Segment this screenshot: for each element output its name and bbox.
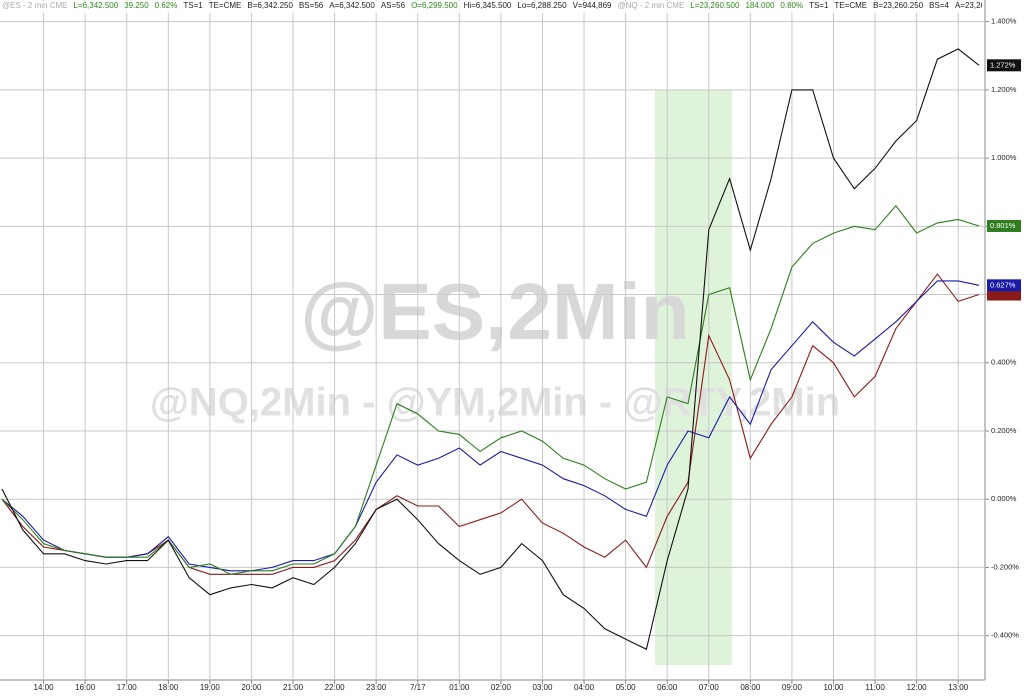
y-tick-label: 1.400%	[991, 17, 1017, 26]
x-tick-label: 07:00	[699, 683, 720, 692]
header-field: A=23,260.750	[954, 1, 982, 10]
last-value-label: 0.627%	[990, 280, 1016, 289]
last-value-box: 1.272%	[987, 59, 1021, 72]
header-field: Hi=6,345.500	[463, 1, 512, 10]
last-value-marker	[987, 219, 1021, 232]
x-tick-label: 08:00	[740, 683, 761, 692]
watermark: @ES,2Min	[300, 267, 689, 356]
last-value-label: 0.801%	[990, 221, 1016, 230]
x-tick-label: 09:00	[782, 683, 803, 692]
x-tick-label: 23:00	[366, 683, 387, 692]
header-field: O=6,299.500	[411, 1, 458, 10]
x-tick-label: 05:00	[616, 683, 637, 692]
header-field: V=944,869	[572, 1, 612, 10]
y-tick-label: 0.000%	[991, 494, 1017, 503]
x-tick-label: 21:00	[283, 683, 304, 692]
x-tick-label: 7/17	[410, 683, 426, 692]
header-field: L=6,342.500	[73, 1, 119, 10]
last-value-box	[987, 288, 1021, 301]
x-tick-label: 19:00	[200, 683, 221, 692]
header-field: B=6,342.250	[247, 1, 293, 10]
header-field: Lo=6,288.250	[517, 1, 567, 10]
header-field: TE=CME	[834, 1, 868, 10]
x-tick-label: 11:00	[865, 683, 885, 692]
last-value-marker	[987, 279, 1021, 292]
x-tick-label: 18:00	[158, 683, 179, 692]
last-value-label: 1.272%	[990, 60, 1016, 69]
x-tick-label: 13:00	[948, 683, 969, 692]
watermark-sub: @NQ,2Min - @YM,2Min - @RTY,2Min	[150, 381, 840, 425]
header-field: @NQ - 2 min CME	[617, 1, 685, 10]
last-value-box: 0.801%	[987, 219, 1021, 232]
y-tick-label: -0.400%	[991, 631, 1019, 640]
x-tick-label: 20:00	[241, 683, 262, 692]
header-field: L=23,260.500	[690, 1, 740, 10]
series-line	[1, 48, 980, 651]
header-field: 184.000	[745, 1, 775, 10]
header-field: A=6,342.500	[329, 1, 375, 10]
last-value-marker	[987, 288, 1021, 301]
x-tick-label: 01:00	[449, 683, 470, 692]
header-field: AS=56	[380, 1, 406, 10]
x-tick-label: 14:00	[34, 683, 55, 692]
x-tick-label: 04:00	[574, 683, 595, 692]
x-tick-label: 17:00	[117, 683, 138, 692]
quote-header: @ES - 2 min CME L=6,342.500 39.250 0.62% TS=…	[2, 1, 982, 13]
header-field: TS=1	[183, 1, 203, 10]
header-field: 0.62%	[154, 1, 178, 10]
header-field: @ES - 2 min CME	[2, 1, 68, 10]
x-tick-label: 12:00	[907, 683, 928, 692]
x-tick-label: 22:00	[325, 683, 346, 692]
x-tick-label: 06:00	[657, 683, 678, 692]
last-value-box: 0.627%	[987, 279, 1021, 292]
y-tick-label: 1.200%	[991, 85, 1017, 94]
x-tick-label: 16:00	[75, 683, 96, 692]
y-tick-label: 1.000%	[991, 153, 1017, 162]
header-field: BS=4	[929, 1, 949, 10]
series-line	[1, 280, 980, 572]
header-field: BS=56	[298, 1, 324, 10]
header-field: 39.250	[124, 1, 149, 10]
y-tick-label: 0.400%	[991, 358, 1017, 367]
header-field: 0.80%	[780, 1, 804, 10]
y-tick-label: 0.200%	[991, 426, 1017, 435]
y-tick-label: -0.200%	[991, 562, 1019, 571]
x-tick-label: 02:00	[491, 683, 512, 692]
header-field: TS=1	[809, 1, 829, 10]
header-field: TE=CME	[208, 1, 242, 10]
x-tick-label: 10:00	[823, 683, 844, 692]
last-value-marker	[987, 59, 1021, 72]
x-tick-label: 03:00	[532, 683, 553, 692]
header-field: B=23,260.250	[873, 1, 924, 10]
